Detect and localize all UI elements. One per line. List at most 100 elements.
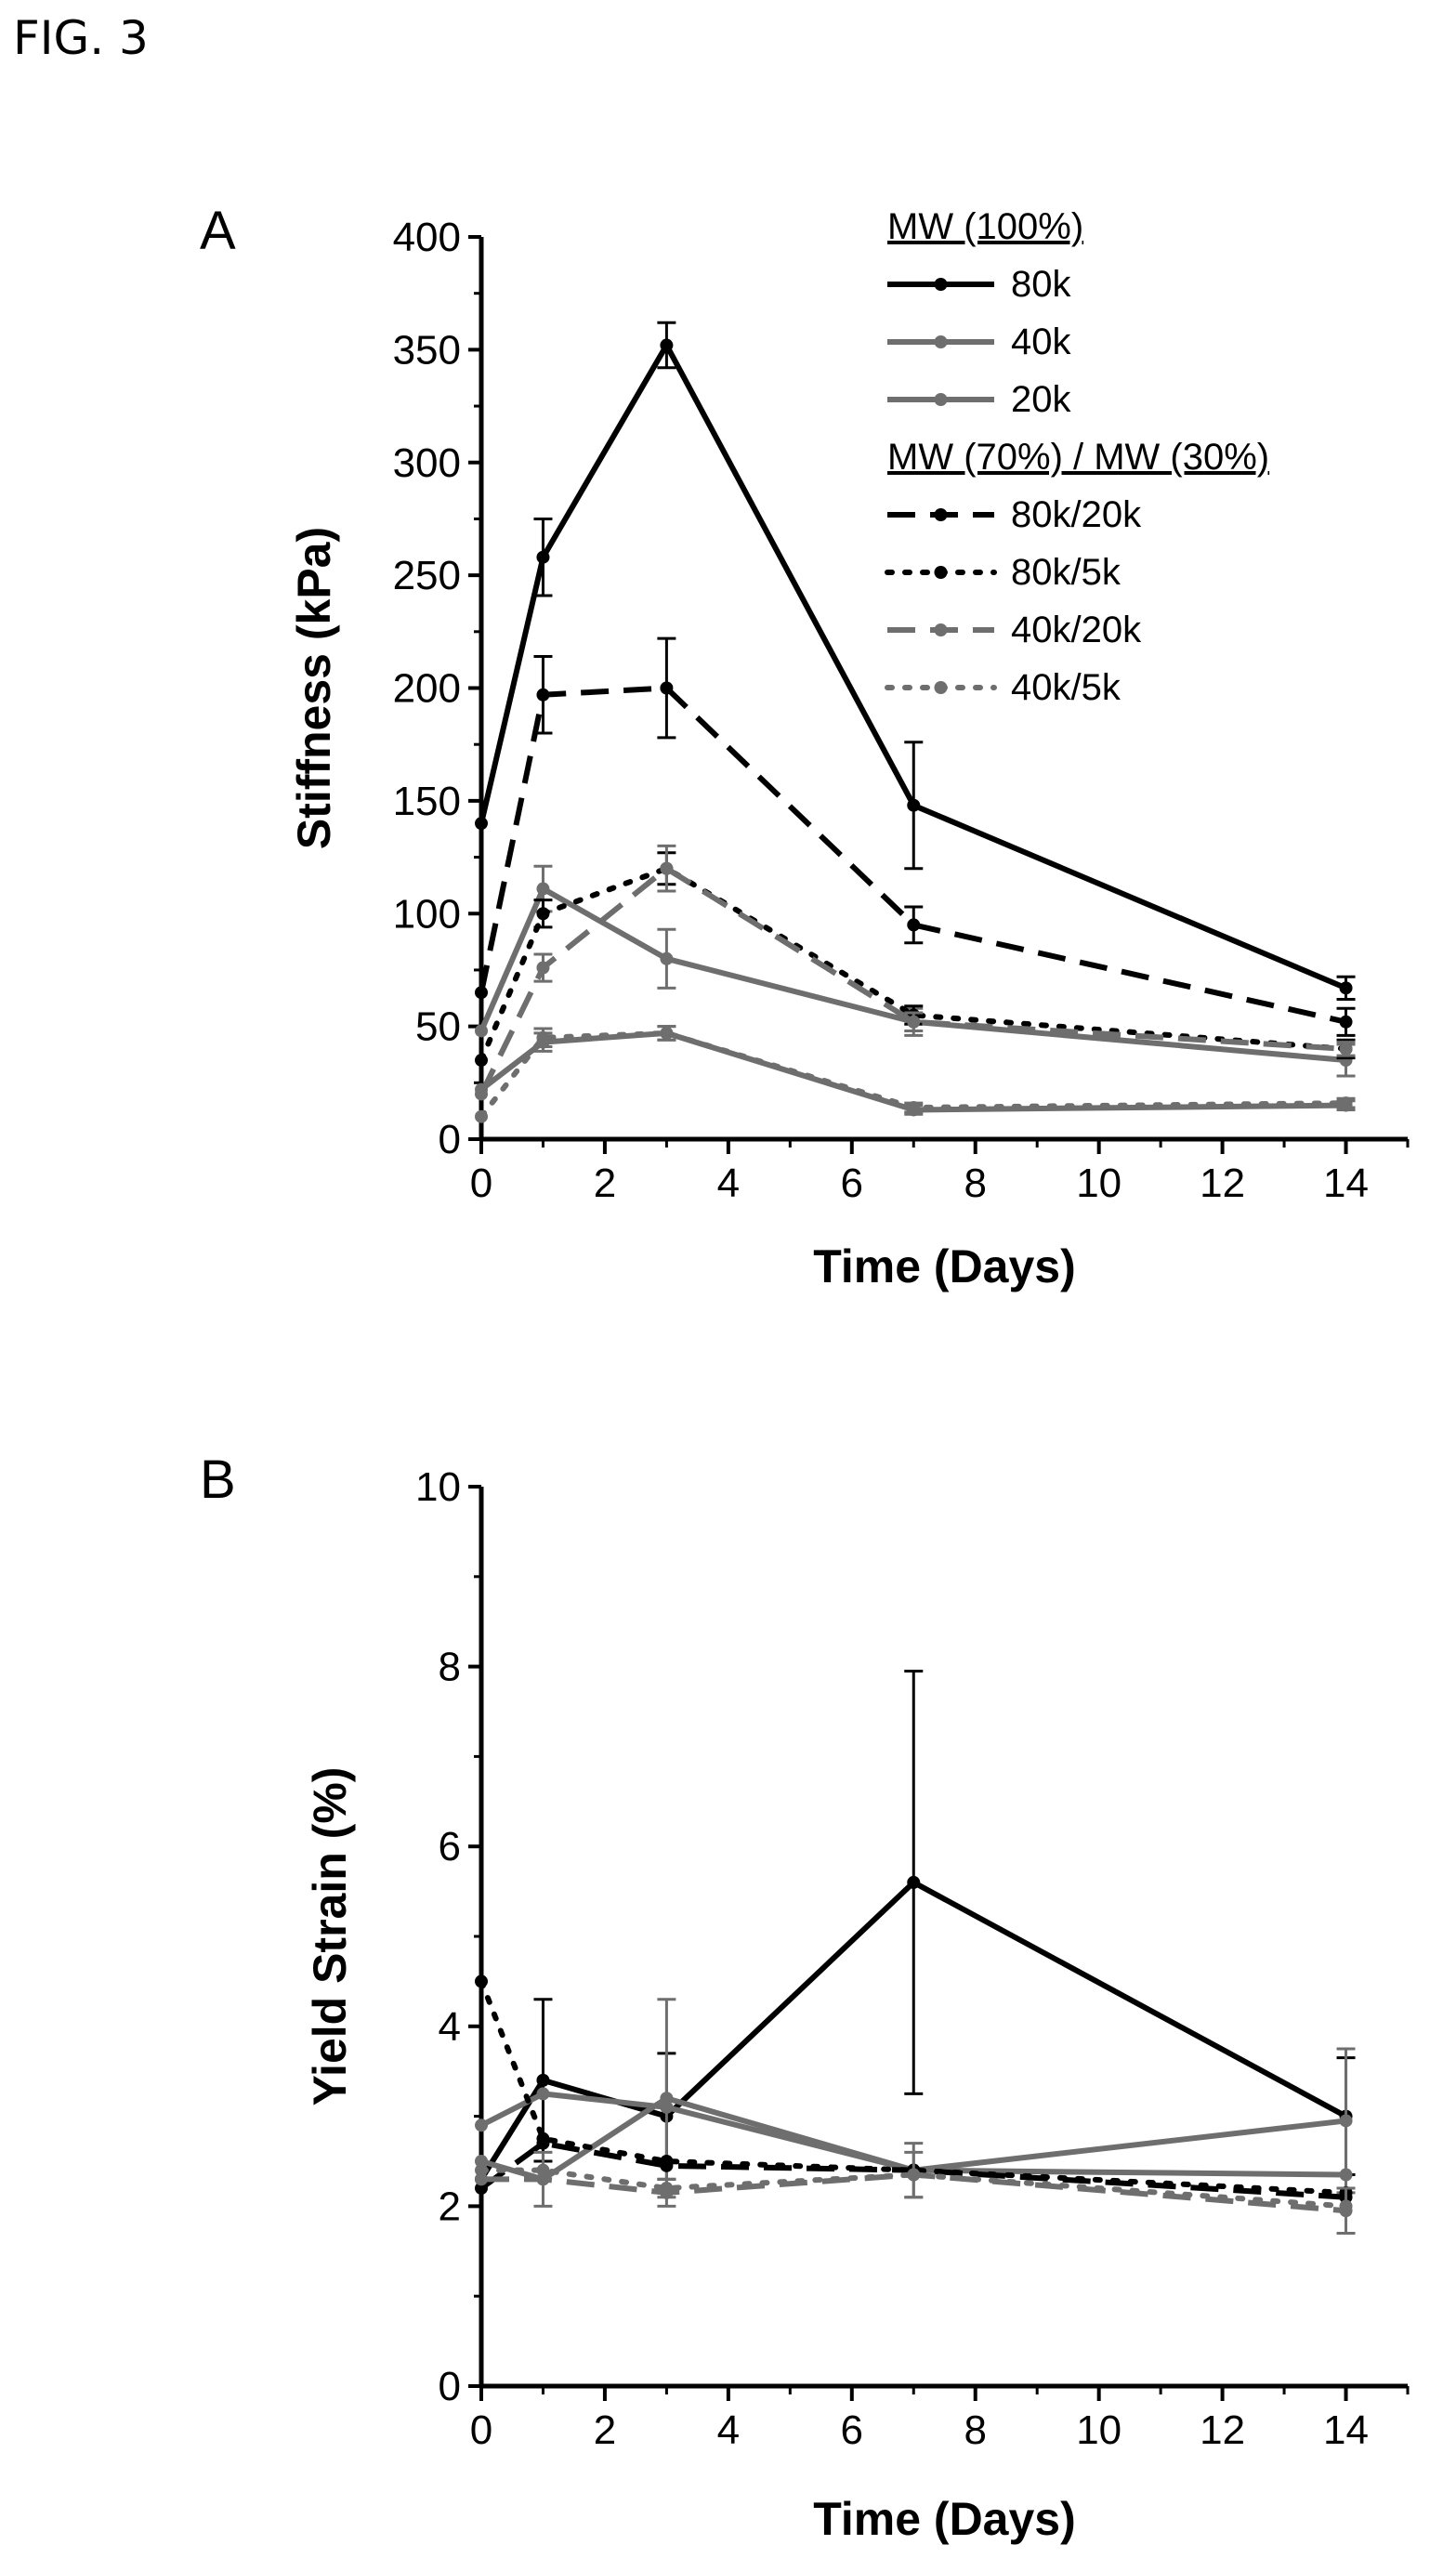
x-tick-label: 12 <box>1200 1161 1245 1206</box>
data-point <box>536 907 550 921</box>
data-point <box>536 2163 550 2177</box>
y-tick-label: 400 <box>393 215 461 260</box>
data-point <box>536 2172 550 2186</box>
panel-b-yield-strain-chart: B 0 2 4 6 8 10 0 2 4 6 8 10 12 14 Time (Days) Yield Str… <box>200 1449 1410 2545</box>
legend-swatch-marker <box>934 566 948 579</box>
data-point <box>660 338 674 352</box>
data-point <box>475 2182 488 2196</box>
y-tick-label: 2 <box>439 2184 461 2229</box>
series-80k <box>475 1669 1356 2186</box>
series-line <box>479 2167 1349 2210</box>
x-tick-label: 0 <box>470 1161 492 1206</box>
data-point <box>475 1974 488 1988</box>
x-tick-label: 14 <box>1323 1161 1369 1206</box>
data-point <box>475 1024 488 1038</box>
legend: MW (100%) 80k 40k 20k MW (70%) / MW (30%) 80k… <box>885 206 1269 708</box>
data-point <box>475 2155 488 2168</box>
legend-label: 80k/5k <box>1011 552 1122 593</box>
y-tick-label: 10 <box>415 1464 461 1510</box>
legend-swatch-marker <box>934 393 948 406</box>
data-point <box>660 2092 674 2105</box>
y-tick-label: 350 <box>393 327 461 373</box>
x-tick-label: 2 <box>594 2407 616 2453</box>
x-tick-label: 6 <box>841 2407 863 2453</box>
data-point <box>660 2182 674 2196</box>
y-axis-title: Yield Strain (%) <box>304 1767 356 2106</box>
panel-a-stiffness-chart: A 0 50 100 150 200 250 300 350 400 0 2 4 6 8 10 12 14 Tim… <box>200 201 1410 1292</box>
legend-swatch-marker <box>934 681 948 694</box>
data-point <box>1339 981 1353 995</box>
series-80k-20k <box>475 636 1356 1037</box>
x-axis-title: Time (Days) <box>813 2493 1076 2545</box>
data-point <box>536 882 550 896</box>
data-point <box>475 817 488 831</box>
data-point <box>536 1030 550 1044</box>
data-point <box>660 681 674 695</box>
legend-swatch-marker <box>934 335 948 348</box>
legend-swatch-marker <box>934 508 948 521</box>
x-tick-label: 10 <box>1076 2407 1122 2453</box>
x-tick-label: 12 <box>1200 2407 1245 2453</box>
data-point <box>536 961 550 975</box>
series-40k-20k <box>475 844 1356 1101</box>
y-tick-label: 0 <box>439 1117 461 1162</box>
x-tick-label: 8 <box>964 1161 986 1206</box>
data-point <box>536 2073 550 2087</box>
x-tick-label: 6 <box>841 1161 863 1206</box>
legend-swatch-marker <box>934 278 948 291</box>
data-point <box>536 2087 550 2101</box>
y-tick-label: 300 <box>393 440 461 486</box>
series-80k <box>475 321 1356 1001</box>
series-line <box>479 1030 1346 1113</box>
series-line <box>479 1978 1349 2196</box>
data-point <box>475 1087 488 1101</box>
data-point <box>1339 1096 1353 1110</box>
series-line <box>479 865 1346 1095</box>
x-tick-label: 8 <box>964 2407 986 2453</box>
data-point <box>907 2168 921 2182</box>
data-point <box>475 1109 488 1123</box>
y-tick-label: 250 <box>393 553 461 598</box>
x-tick-label: 2 <box>594 1161 616 1206</box>
data-point <box>1339 1042 1353 1056</box>
series-40k-5k <box>475 2163 1353 2213</box>
x-tick-label: 14 <box>1323 2407 1369 2453</box>
y-tick-label: 100 <box>393 891 461 937</box>
y-tick-label: 6 <box>439 1824 461 1869</box>
y-tick-label: 0 <box>439 2364 461 2409</box>
data-point <box>907 798 921 812</box>
y-tick-label: 200 <box>393 666 461 712</box>
data-point <box>1339 2199 1353 2213</box>
series-line <box>479 2140 1346 2200</box>
legend-swatch-marker <box>934 623 948 636</box>
data-point <box>536 2132 550 2145</box>
data-point <box>475 1054 488 1068</box>
data-point <box>907 1015 921 1029</box>
data-point <box>1339 2168 1353 2182</box>
y-tick-label: 150 <box>393 779 461 824</box>
x-tick-label: 10 <box>1076 1161 1122 1206</box>
data-point <box>475 2163 488 2177</box>
data-point <box>660 951 674 965</box>
series-40k-20k <box>475 2150 1356 2235</box>
y-axis-title: Stiffness (kPa) <box>288 527 340 849</box>
x-axis-title: Time (Days) <box>813 1240 1076 1292</box>
data-point <box>660 1026 674 1040</box>
panel-a-letter: A <box>200 201 236 261</box>
data-point <box>907 1101 921 1115</box>
legend-label: 20k <box>1011 379 1071 420</box>
data-point <box>660 861 674 875</box>
y-tick-label: 8 <box>439 1645 461 1690</box>
series-40k-5k <box>475 1025 1356 1123</box>
panel-b-letter: B <box>200 1449 236 1510</box>
data-point <box>475 2118 488 2132</box>
legend-label: 80k/20k <box>1011 494 1142 535</box>
figure-label: FIG. 3 <box>13 11 149 65</box>
series-40k <box>475 864 1356 1078</box>
data-point <box>660 2155 674 2168</box>
data-point <box>907 1875 921 1889</box>
data-point <box>536 550 550 564</box>
legend-label: 40k <box>1011 321 1071 362</box>
legend-label: 40k/20k <box>1011 610 1142 650</box>
